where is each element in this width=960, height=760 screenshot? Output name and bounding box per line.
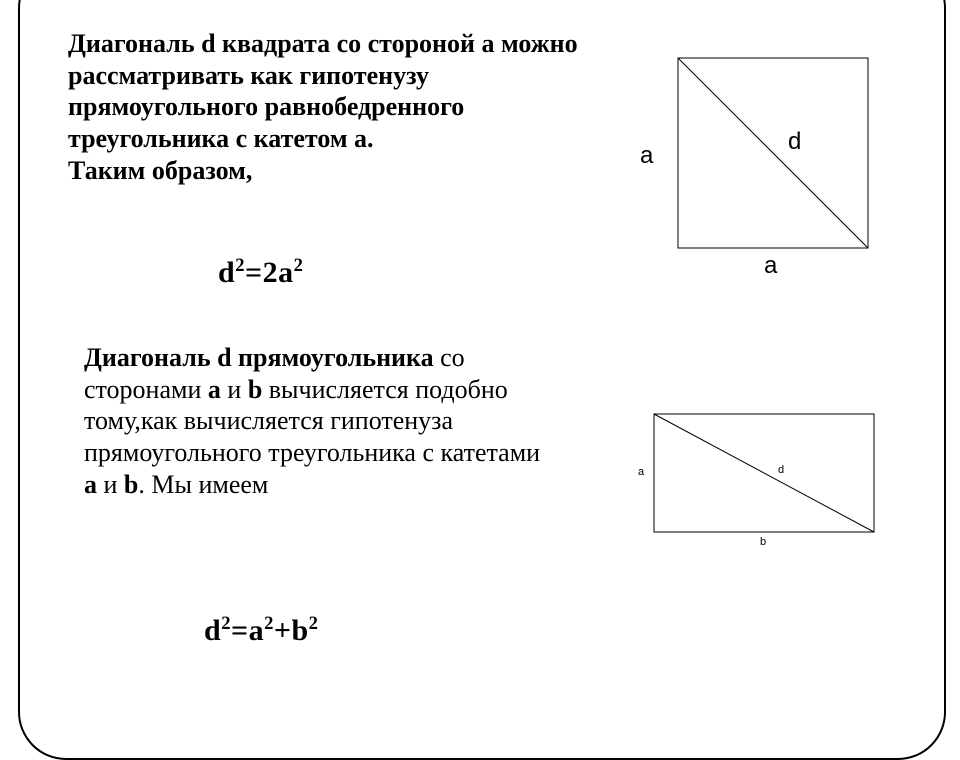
section2-paragraph: Диагональ d прямоугольника со сторонами …	[84, 342, 554, 501]
square-label-diag: d	[788, 128, 801, 156]
figure-rectangle: a b d	[620, 400, 900, 570]
section2-formula: d2=a2+b2	[204, 614, 318, 648]
figure-square-svg	[630, 50, 890, 290]
figure-square: a a d	[630, 50, 890, 290]
page: Диагональ d квадрата со стороной а можно…	[0, 0, 960, 720]
section1-paragraph: Диагональ d квадрата со стороной а можно…	[68, 28, 588, 187]
section1-formula: d2=2a2	[218, 256, 303, 290]
rect-label-diag: d	[778, 464, 784, 476]
rect-label-bottom: b	[760, 536, 766, 548]
square-label-left: a	[640, 142, 653, 170]
square-label-bottom: a	[764, 252, 777, 280]
rect-label-left: a	[638, 466, 644, 478]
